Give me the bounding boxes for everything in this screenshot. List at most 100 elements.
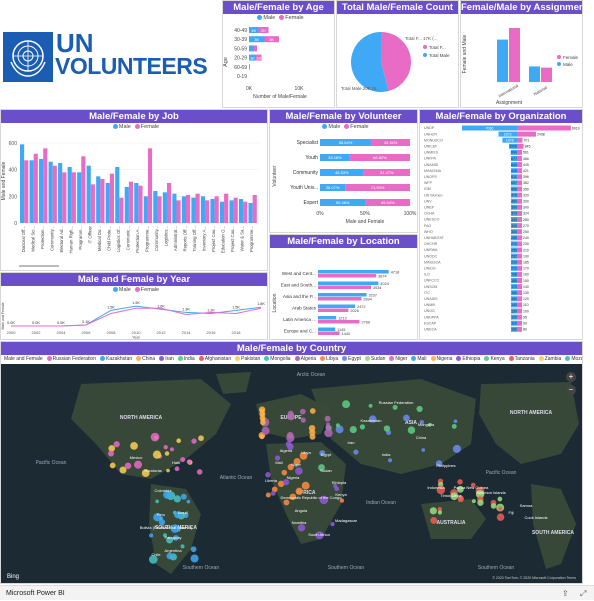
- job-tick-label: Programme...: [145, 226, 150, 252]
- volunteer-data-label: 66.82%: [373, 155, 387, 160]
- map-country-label: South Africa: [308, 532, 330, 537]
- map-country-label: Colombia: [155, 488, 173, 493]
- country-legend-label: Mongolia: [270, 356, 290, 362]
- volunteer-data-label: 33.18%: [328, 155, 342, 160]
- country-bubble: [187, 459, 192, 464]
- map-country-label: Ethiopia: [332, 480, 347, 485]
- year-line-female: [11, 308, 261, 326]
- job-tick-label: Human Righ...: [68, 226, 73, 253]
- country-legend-dot: [484, 356, 489, 361]
- org-data-label: 90: [523, 322, 527, 326]
- country-legend-label: Niger: [395, 356, 407, 362]
- map-zoom-out-button[interactable]: −: [566, 385, 576, 395]
- location-tick-label: Asia and the P...: [283, 294, 316, 299]
- map-zoom-in-button[interactable]: +: [566, 372, 576, 382]
- age-bar-male: [249, 64, 250, 70]
- total-title: Total Male/Female Count: [337, 1, 458, 14]
- org-bar-female: [517, 272, 522, 277]
- map-country-label: Bolivia (Plurinational State of): [140, 525, 193, 530]
- org-tick-label: UNHCR: [424, 132, 437, 136]
- job-bar-male: [144, 196, 148, 223]
- map-region-label: SOUTH AMERICA: [532, 530, 574, 536]
- location-data-label: 2766: [361, 321, 369, 325]
- country-bubble: [155, 500, 159, 504]
- job-tick-label: Community...: [154, 226, 159, 251]
- job-bar-male: [134, 183, 138, 223]
- map-country-label: Brazil: [178, 510, 188, 515]
- country-legend-label: Egypt: [348, 356, 361, 362]
- total-panel[interactable]: Total Male/Female Count Total F... 17K (…: [336, 0, 459, 108]
- country-bubble: [353, 450, 358, 455]
- org-data-label: 240: [523, 236, 529, 240]
- assignment-bar-male: [529, 66, 540, 82]
- map-country-label: Samoa: [520, 503, 533, 508]
- org-tick-label: UNESCO: [424, 218, 440, 222]
- year-xtick: 2008: [107, 330, 117, 335]
- org-data-label: 270: [523, 224, 529, 228]
- org-data-label: 210: [511, 267, 517, 271]
- job-tick-label: Programm...: [78, 226, 83, 250]
- year-legend-male: Male: [119, 287, 131, 293]
- org-data-label: 285: [511, 236, 517, 240]
- org-data-label: 140: [523, 285, 529, 289]
- job-bar-male: [248, 203, 252, 223]
- bing-logo: Bing: [7, 574, 19, 580]
- org-tick-label: UNRWA: [424, 248, 438, 252]
- age-data-label: 1K: [251, 28, 256, 33]
- org-tick-label: UNSOM: [424, 285, 437, 289]
- volunteer-tick-label: Youth: [305, 155, 318, 161]
- org-data-label: 140: [511, 303, 517, 307]
- age-legend-male: Male: [263, 15, 275, 21]
- job-bar-female: [253, 195, 257, 223]
- map-country-label: Honduras: [144, 468, 161, 473]
- expand-icon[interactable]: ⤢: [580, 586, 586, 601]
- volunteer-legend-female: Female: [350, 124, 368, 130]
- job-bar-female: [234, 198, 238, 223]
- country-bubble: [393, 405, 398, 410]
- org-bar-female: [517, 193, 522, 198]
- year-line-male: [11, 306, 261, 326]
- job-bar-male: [125, 187, 129, 223]
- org-tick-label: UNOG: [424, 309, 435, 313]
- volunteer-xtick: 50%: [360, 211, 371, 217]
- job-bar-male: [220, 202, 224, 223]
- location-data-label: 2026: [350, 309, 358, 313]
- assignment-panel[interactable]: Female/Male by Assignment Female and Mal…: [460, 0, 583, 108]
- volunteer-tick-label: Youth Univ...: [290, 185, 318, 191]
- year-title: Male and Female by Year: [1, 273, 267, 286]
- job-bar-female: [100, 179, 104, 223]
- map-ocean-label: Arctic Ocean: [297, 372, 326, 378]
- age-title: Male/Female by Age: [223, 1, 334, 14]
- org-bar-female: [517, 132, 536, 137]
- org-data-label: 120: [523, 297, 529, 301]
- org-data-label: 6919: [572, 126, 580, 130]
- org-data-label: 160: [523, 273, 529, 277]
- map-country-label: Mexico: [130, 455, 143, 460]
- country-legend-label: Russian Federation: [53, 356, 96, 362]
- org-data-label: 190: [523, 254, 529, 258]
- map-country-label: Mongolia: [418, 422, 435, 427]
- job-tick-label: Education O...: [221, 226, 226, 253]
- share-icon[interactable]: ⇪: [562, 586, 569, 601]
- job-bar-female: [62, 172, 66, 223]
- volunteer-xlabel: Male and Female: [346, 219, 385, 225]
- country-legend-label: Ethiopia: [462, 356, 480, 362]
- job-bar-female: [91, 184, 95, 223]
- job-bar-male: [58, 163, 62, 223]
- age-tick-label: 60-69: [234, 65, 247, 71]
- location-bar-male: [318, 293, 367, 297]
- org-data-label: 230: [523, 242, 529, 246]
- year-data-label: 0.0K: [57, 321, 65, 325]
- job-tick-label: Communic...: [125, 226, 130, 250]
- org-data-label: 80: [523, 328, 527, 332]
- pie-legend-dot: [423, 53, 427, 57]
